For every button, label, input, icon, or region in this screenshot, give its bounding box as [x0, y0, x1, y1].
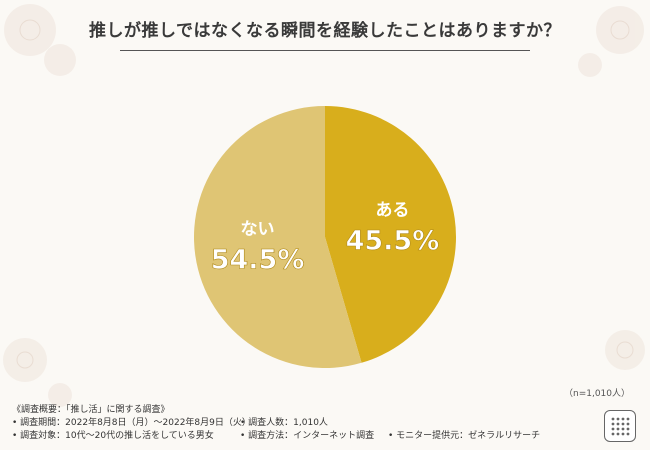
brand-logo [604, 410, 636, 442]
sample-size-label: （n=1,010人） [563, 389, 630, 399]
chart-title: 推しが推しではなくなる瞬間を経験したことはありますか？ [89, 21, 561, 41]
pie-slice-2 [194, 106, 362, 368]
survey-heading: 《調査概要：「推し活」に関する調査》 [12, 405, 170, 415]
slice-category-label: ない [241, 220, 275, 240]
slice-value-label: 54.5% [211, 245, 305, 276]
survey-count: • 調査人数：1,010人 [240, 418, 328, 428]
title-underline [120, 50, 530, 51]
pie-slice-1 [325, 106, 456, 363]
logo-mark-icon [611, 417, 630, 436]
slice-value-label: 45.5% [346, 225, 440, 256]
slice-category-label: ある [375, 200, 409, 220]
survey-summary: 《調査概要：「推し活」に関する調査》 • 調査期間：2022年8月8日（月）～2… [12, 404, 592, 443]
survey-method: • 調査方法：インターネット調査 [240, 431, 375, 441]
survey-period: • 調査期間：2022年8月8日（月）～2022年8月9日（火） [12, 418, 251, 428]
survey-target: • 調査対象：10代～20代の推し活をしている男女 [12, 431, 214, 441]
survey-provider: • モニター提供元：ゼネラルリサーチ [388, 431, 541, 441]
